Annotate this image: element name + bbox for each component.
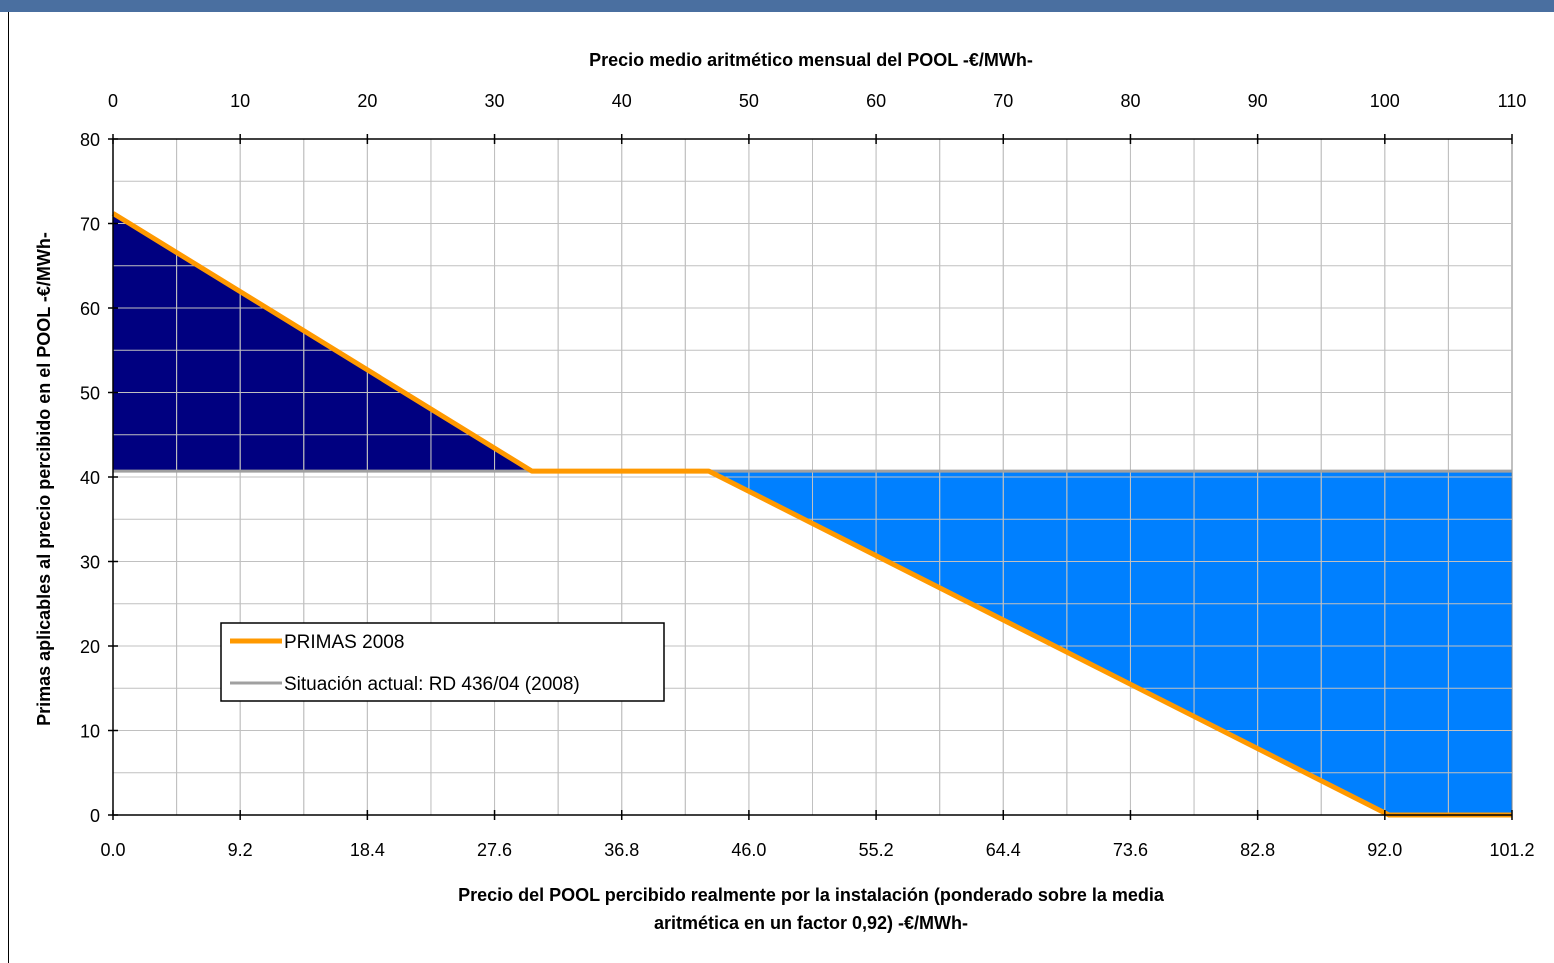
x-tick-label: 101.2 [1489, 840, 1534, 860]
x-tick-label: 82.8 [1240, 840, 1275, 860]
legend-label-situacion: Situación actual: RD 436/04 (2008) [284, 674, 580, 695]
top-tick-label: 0 [108, 91, 118, 111]
grid-lines [112, 138, 1513, 816]
frame-left-border [8, 12, 9, 963]
x-tick-label: 46.0 [731, 840, 766, 860]
x-tick-label: 64.4 [986, 840, 1021, 860]
legend: PRIMAS 2008 Situación actual: RD 436/04 … [220, 622, 665, 702]
y-tick-label: 40 [80, 468, 100, 488]
top-tick-label: 80 [1120, 91, 1140, 111]
top-tick-label: 30 [485, 91, 505, 111]
y-tick-label: 10 [80, 722, 100, 742]
top-tick-label: 60 [866, 91, 886, 111]
y-tick-label: 20 [80, 637, 100, 657]
top-tick-label: 100 [1370, 91, 1400, 111]
x-tick-label: 0.0 [100, 840, 125, 860]
x-tick-label: 36.8 [604, 840, 639, 860]
y-tick-label: 80 [80, 130, 100, 150]
x-tick-label: 18.4 [350, 840, 385, 860]
y-tick-label: 70 [80, 215, 100, 235]
top-tick-label: 40 [612, 91, 632, 111]
window-top-bar [0, 0, 1554, 12]
top-tick-label: 110 [1498, 91, 1527, 111]
x-tick-label: 92.0 [1367, 840, 1402, 860]
y-tick-label: 30 [80, 553, 100, 573]
x-axis-title-line2: aritmética en un factor 0,92) -€/MWh- [654, 913, 968, 933]
top-tick-label: 90 [1248, 91, 1268, 111]
y-tick-label: 60 [80, 299, 100, 319]
top-tick-label: 10 [230, 91, 250, 111]
fill-below-reference [708, 471, 1512, 815]
legend-label-primas: PRIMAS 2008 [284, 632, 404, 653]
x-tick-label: 73.6 [1113, 840, 1148, 860]
x-tick-label: 27.6 [477, 840, 512, 860]
legend-box [220, 622, 665, 702]
top-tick-label: 20 [357, 91, 377, 111]
axes: 0.0 9.2 18.4 27.6 36.8 46.0 55.2 64.4 73.6 82.8 92… [80, 91, 1535, 860]
x-tick-label: 9.2 [228, 840, 253, 860]
y-tick-label: 50 [80, 384, 100, 404]
top-tick-label: 70 [993, 91, 1013, 111]
top-axis-title: Precio medio aritmético mensual del POOL… [589, 50, 1033, 70]
x-axis-title-line1: Precio del POOL percibido realmente por … [458, 885, 1165, 905]
y-axis-title: Primas aplicables al precio percibido en… [34, 232, 54, 726]
x-tick-label: 55.2 [859, 840, 894, 860]
top-tick-label: 50 [739, 91, 759, 111]
y-tick-label: 0 [90, 806, 100, 826]
